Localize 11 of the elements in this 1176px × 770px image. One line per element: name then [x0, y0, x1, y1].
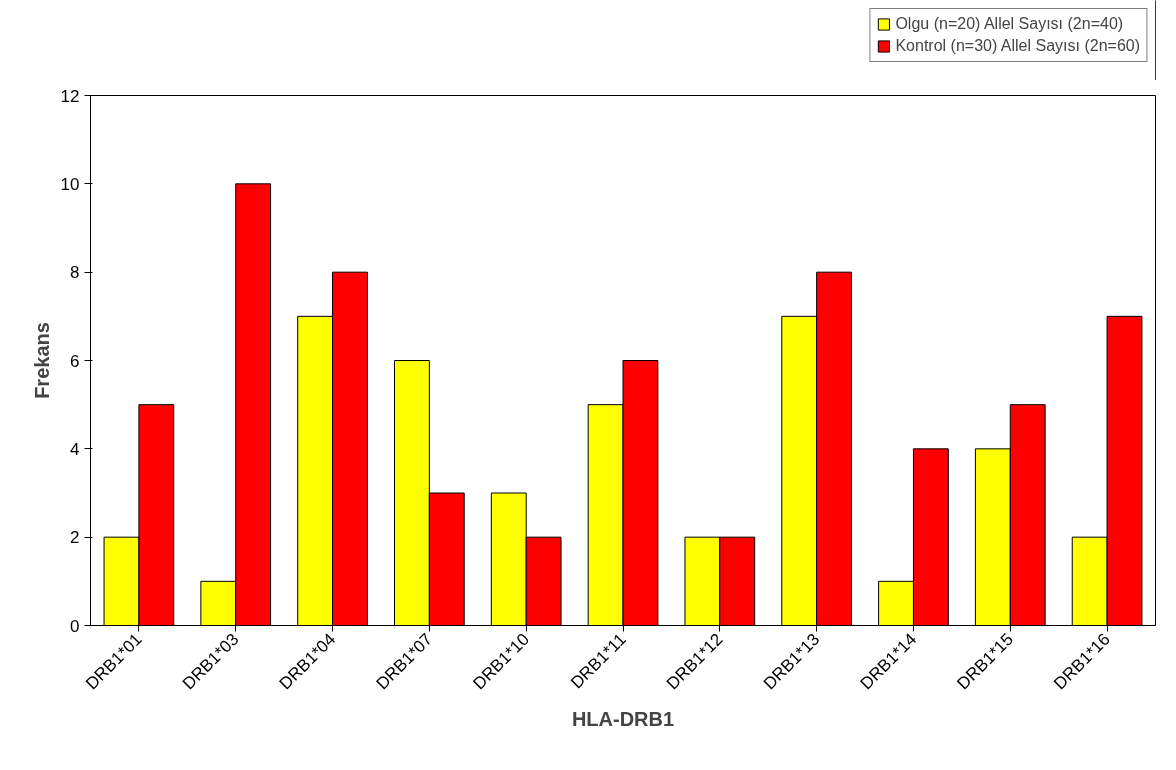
legend-label: Kontrol (n=30) Allel Sayısı (2n=60) — [895, 37, 1140, 55]
y-tick-label: 8 — [70, 263, 80, 283]
x-axis-title: HLA-DRB1 — [571, 708, 675, 731]
y-tick-label: 6 — [70, 351, 80, 371]
y-axis-title: Frekans — [30, 322, 53, 399]
legend-label: Olgu (n=20) Allel Sayısı (2n=40) — [895, 15, 1124, 33]
y-tick-label: 0 — [70, 616, 80, 636]
y-tick-label: 4 — [70, 439, 80, 459]
y-tick-label: 2 — [70, 528, 80, 548]
y-tick-label: 10 — [60, 174, 80, 194]
y-tick-label: 12 — [60, 86, 80, 106]
